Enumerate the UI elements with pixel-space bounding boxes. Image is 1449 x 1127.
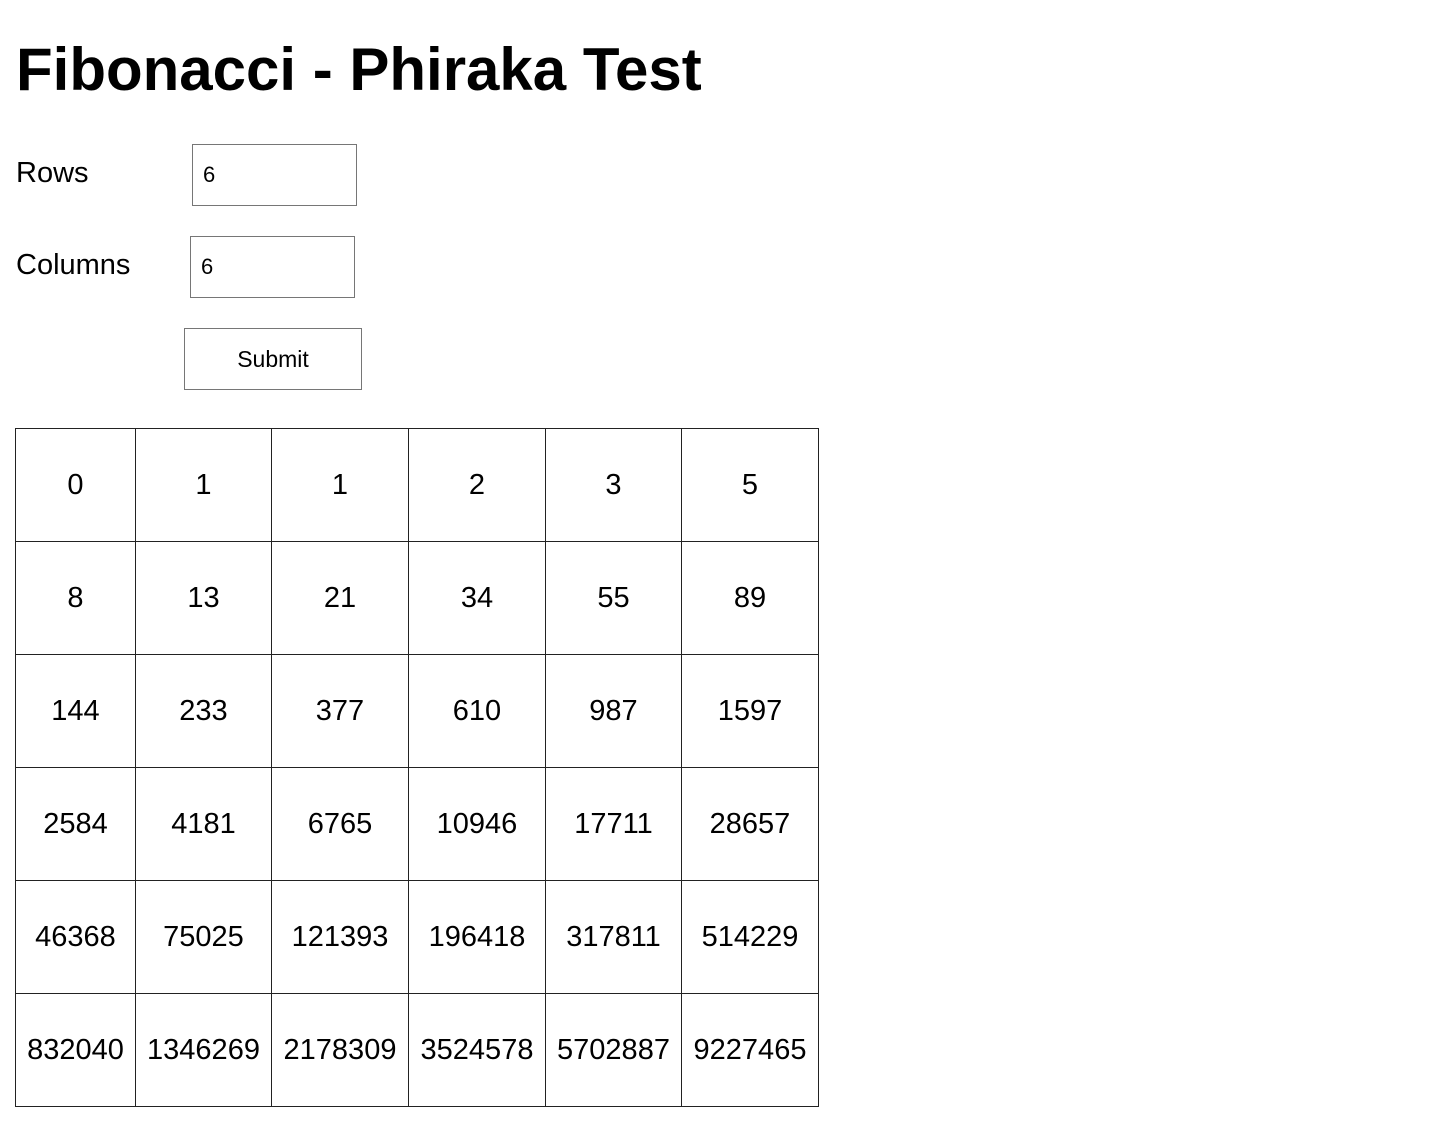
table-cell: 21 <box>271 541 409 655</box>
rows-label: Rows <box>16 157 89 189</box>
table-row: 0 1 1 2 3 5 <box>15 428 819 542</box>
table-cell: 4181 <box>135 767 272 881</box>
submit-button[interactable]: Submit <box>184 328 362 390</box>
table-cell: 89 <box>681 541 819 655</box>
table-cell: 55 <box>545 541 682 655</box>
table-cell: 75025 <box>135 880 272 994</box>
table-cell: 144 <box>15 654 136 768</box>
table-cell: 3 <box>545 428 682 542</box>
table-cell: 9227465 <box>681 993 819 1107</box>
table-row: 8 13 21 34 55 89 <box>15 541 819 655</box>
table-cell: 46368 <box>15 880 136 994</box>
table-cell: 10946 <box>408 767 546 881</box>
table-row: 2584 4181 6765 10946 17711 28657 <box>15 767 819 881</box>
table-cell: 1 <box>135 428 272 542</box>
table-row: 144 233 377 610 987 1597 <box>15 654 819 768</box>
table-row: 832040 1346269 2178309 3524578 5702887 9… <box>15 993 819 1107</box>
table-cell: 514229 <box>681 880 819 994</box>
columns-input[interactable] <box>190 236 355 298</box>
table-cell: 28657 <box>681 767 819 881</box>
table-cell: 3524578 <box>408 993 546 1107</box>
table-cell: 233 <box>135 654 272 768</box>
table-cell: 0 <box>15 428 136 542</box>
table-cell: 2178309 <box>271 993 409 1107</box>
table-cell: 6765 <box>271 767 409 881</box>
fibonacci-table: 0 1 1 2 3 5 8 13 21 34 55 89 144 233 377… <box>15 428 819 1107</box>
table-cell: 5702887 <box>545 993 682 1107</box>
table-cell: 2584 <box>15 767 136 881</box>
table-cell: 121393 <box>271 880 409 994</box>
columns-label: Columns <box>16 249 131 281</box>
table-cell: 832040 <box>15 993 136 1107</box>
table-cell: 2 <box>408 428 546 542</box>
table-cell: 1597 <box>681 654 819 768</box>
table-cell: 13 <box>135 541 272 655</box>
table-cell: 5 <box>681 428 819 542</box>
table-cell: 34 <box>408 541 546 655</box>
table-cell: 17711 <box>545 767 682 881</box>
table-cell: 317811 <box>545 880 682 994</box>
table-cell: 1346269 <box>135 993 272 1107</box>
rows-input[interactable] <box>192 144 357 206</box>
table-cell: 377 <box>271 654 409 768</box>
table-cell: 196418 <box>408 880 546 994</box>
page-title: Fibonacci - Phiraka Test <box>16 36 702 103</box>
table-row: 46368 75025 121393 196418 317811 514229 <box>15 880 819 994</box>
table-cell: 987 <box>545 654 682 768</box>
table-cell: 8 <box>15 541 136 655</box>
table-cell: 1 <box>271 428 409 542</box>
table-cell: 610 <box>408 654 546 768</box>
